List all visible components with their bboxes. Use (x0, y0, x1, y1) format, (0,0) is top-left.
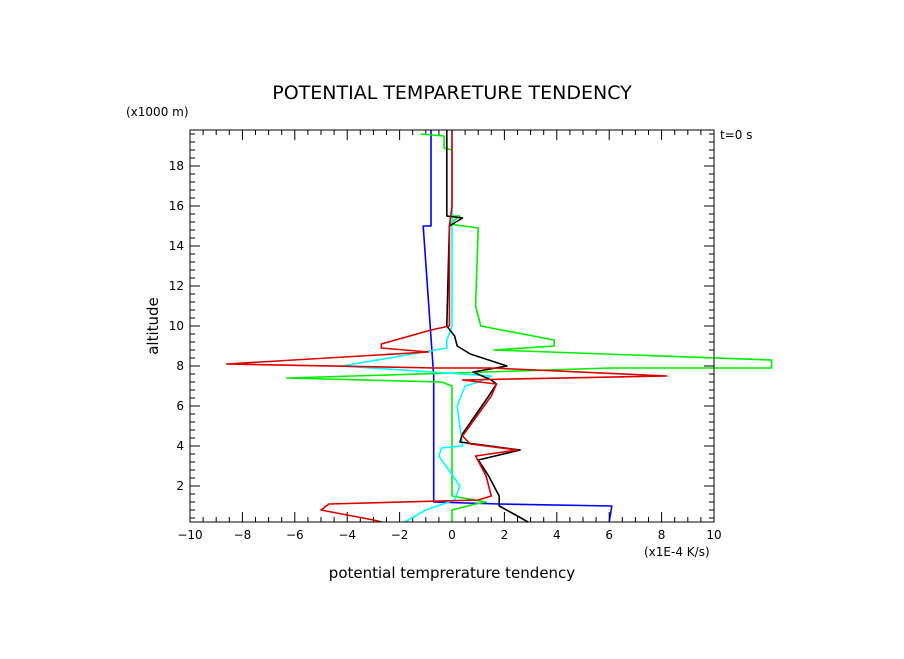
y-tick-label: 10 (169, 319, 184, 333)
y-tick-label: 14 (169, 239, 184, 253)
data-series (225, 130, 773, 523)
y-tick-label: 18 (169, 159, 184, 173)
series-line-2 (286, 133, 773, 522)
axis-tick-labels: −10 −8 −6 −4 −2 0 2 4 6 8 10 2 4 6 8 10 12 14 16 18 (169, 159, 722, 542)
series-line-3 (341, 130, 493, 523)
x-tick-label: −2 (391, 528, 409, 542)
y-tick-label: 2 (176, 479, 184, 493)
y-tick-label: 12 (169, 279, 184, 293)
chart-title: POTENTIAL TEMPARETURE TENDENCY (272, 82, 632, 104)
x-unit-label: (x1E-4 K/s) (644, 545, 710, 559)
x-tick-label: −8 (234, 528, 252, 542)
y-tick-label: 6 (176, 399, 184, 413)
time-annotation: t=0 s (720, 128, 752, 142)
x-tick-label: 10 (706, 528, 721, 542)
series-line-1 (422, 130, 613, 523)
x-tick-label: 8 (658, 528, 666, 542)
x-tick-label: −4 (338, 528, 356, 542)
x-tick-label: −6 (286, 528, 304, 542)
x-tick-label: 0 (448, 528, 456, 542)
series-line-5 (225, 130, 668, 523)
y-tick-label: 16 (169, 199, 184, 213)
series-line-4 (445, 130, 529, 523)
y-tick-label: 4 (176, 439, 184, 453)
y-tick-label: 8 (176, 359, 184, 373)
y-axis-label: altitude (144, 297, 162, 355)
y-unit-label: (x1000 m) (126, 105, 189, 119)
x-axis-label: potential temprerature tendency (329, 564, 576, 582)
plot-frame (189, 129, 715, 523)
x-tick-label: 2 (501, 528, 509, 542)
x-tick-label: −10 (177, 528, 202, 542)
x-tick-label: 4 (553, 528, 561, 542)
x-tick-label: 6 (605, 528, 613, 542)
